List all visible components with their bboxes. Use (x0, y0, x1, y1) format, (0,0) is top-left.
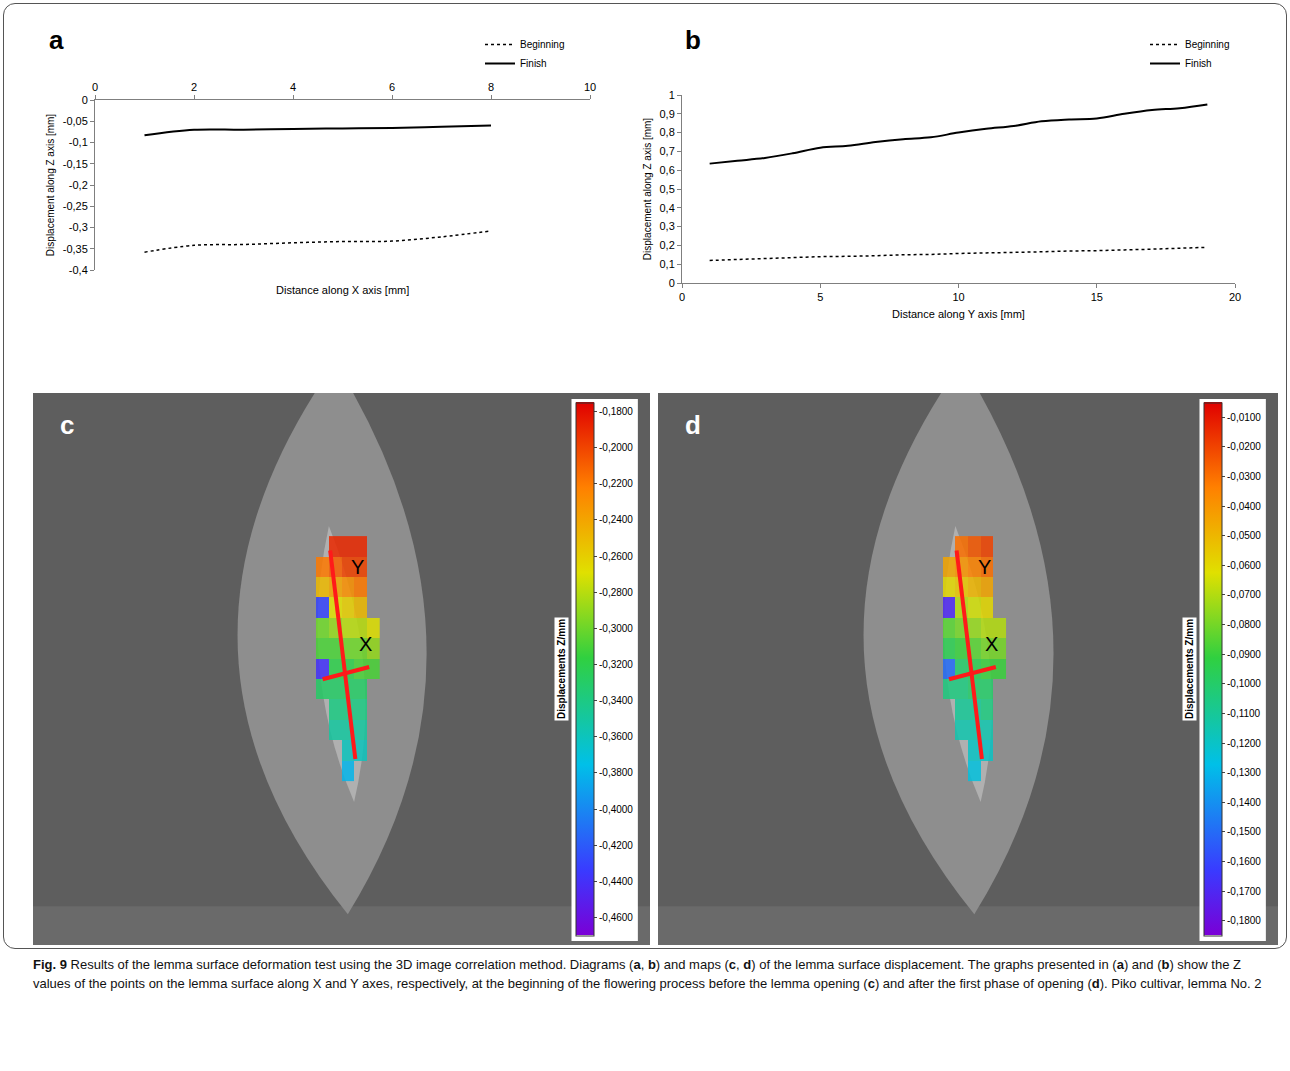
svg-text:-0,4600: -0,4600 (599, 912, 633, 923)
svg-text:-0,4000: -0,4000 (599, 804, 633, 815)
svg-text:-0,05: -0,05 (63, 115, 88, 127)
svg-text:20: 20 (1229, 291, 1241, 303)
svg-text:0,4: 0,4 (660, 202, 675, 214)
svg-text:-0,1000: -0,1000 (1227, 678, 1261, 689)
svg-text:-0,0500: -0,0500 (1227, 530, 1261, 541)
svg-text:0,1: 0,1 (660, 258, 675, 270)
svg-text:-0,1800: -0,1800 (599, 406, 633, 417)
svg-text:-0,1600: -0,1600 (1227, 856, 1261, 867)
svg-text:-0,2800: -0,2800 (599, 587, 633, 598)
svg-text:X: X (359, 633, 372, 655)
svg-text:0,8: 0,8 (660, 126, 675, 138)
svg-text:-0,2: -0,2 (69, 179, 88, 191)
svg-text:-0,0200: -0,0200 (1227, 441, 1261, 452)
svg-text:Beginning: Beginning (520, 39, 564, 50)
svg-text:-0,2000: -0,2000 (599, 442, 633, 453)
svg-text:0,3: 0,3 (660, 220, 675, 232)
svg-text:0: 0 (679, 291, 685, 303)
svg-text:-0,2400: -0,2400 (599, 514, 633, 525)
svg-text:Distance along Y axis [mm]: Distance along Y axis [mm] (892, 308, 1025, 320)
svg-text:-0,3200: -0,3200 (599, 659, 633, 670)
svg-text:c: c (60, 410, 74, 440)
svg-text:-0,0600: -0,0600 (1227, 560, 1261, 571)
svg-text:-0,15: -0,15 (63, 158, 88, 170)
svg-text:-0,0700: -0,0700 (1227, 589, 1261, 600)
svg-text:-0,1300: -0,1300 (1227, 767, 1261, 778)
svg-text:-0,2600: -0,2600 (599, 551, 633, 562)
svg-text:Distance along X axis [mm]: Distance along X axis [mm] (276, 284, 409, 296)
svg-text:Finish: Finish (520, 58, 547, 69)
svg-text:b: b (685, 25, 701, 55)
svg-text:-0,1200: -0,1200 (1227, 738, 1261, 749)
svg-text:-0,4400: -0,4400 (599, 876, 633, 887)
svg-text:d: d (685, 410, 701, 440)
svg-text:-0,3600: -0,3600 (599, 731, 633, 742)
svg-text:Finish: Finish (1185, 58, 1212, 69)
svg-text:0,5: 0,5 (660, 183, 675, 195)
svg-text:a: a (49, 25, 64, 55)
svg-text:-0,3: -0,3 (69, 221, 88, 233)
svg-text:X: X (985, 633, 998, 655)
svg-text:-0,35: -0,35 (63, 243, 88, 255)
svg-text:-0,4200: -0,4200 (599, 840, 633, 851)
svg-text:-0,3000: -0,3000 (599, 623, 633, 634)
svg-text:8: 8 (488, 81, 494, 93)
svg-text:15: 15 (1091, 291, 1103, 303)
svg-text:-0,3800: -0,3800 (599, 767, 633, 778)
svg-text:Y: Y (351, 556, 364, 578)
svg-text:-0,0300: -0,0300 (1227, 471, 1261, 482)
svg-text:-0,3400: -0,3400 (599, 695, 633, 706)
svg-text:0: 0 (82, 94, 88, 106)
svg-text:Displacement along Z axis [mm]: Displacement along Z axis [mm] (45, 114, 56, 256)
svg-text:1: 1 (669, 89, 675, 101)
svg-text:-0,1400: -0,1400 (1227, 797, 1261, 808)
svg-text:-0,2200: -0,2200 (599, 478, 633, 489)
svg-text:0,9: 0,9 (660, 108, 675, 120)
svg-text:Y: Y (978, 556, 991, 578)
svg-text:-0,1700: -0,1700 (1227, 886, 1261, 897)
svg-text:-0,0900: -0,0900 (1227, 649, 1261, 660)
svg-text:2: 2 (191, 81, 197, 93)
html-text:Fig. 9 Results of the lemma su: Fig. 9 Results of the lemma surface defo… (33, 957, 1262, 991)
svg-text:Displacements Z/mm: Displacements Z/mm (1184, 619, 1195, 719)
svg-text:Beginning: Beginning (1185, 39, 1229, 50)
svg-text:Displacement along Z axis [mm]: Displacement along Z axis [mm] (642, 118, 653, 260)
svg-text:-0,25: -0,25 (63, 200, 88, 212)
svg-text:0,2: 0,2 (660, 239, 675, 251)
svg-text:-0,1: -0,1 (69, 136, 88, 148)
svg-text:-0,1500: -0,1500 (1227, 826, 1261, 837)
svg-text:4: 4 (290, 81, 296, 93)
svg-text:-0,4: -0,4 (69, 264, 88, 276)
svg-text:6: 6 (389, 81, 395, 93)
svg-text:0,6: 0,6 (660, 164, 675, 176)
svg-text:-0,0100: -0,0100 (1227, 412, 1261, 423)
svg-text:-0,0800: -0,0800 (1227, 619, 1261, 630)
svg-text:5: 5 (817, 291, 823, 303)
svg-text:Displacements Z/mm: Displacements Z/mm (556, 619, 567, 719)
svg-text:-0,1100: -0,1100 (1227, 708, 1261, 719)
svg-text:0: 0 (669, 277, 675, 289)
svg-text:0: 0 (92, 81, 98, 93)
svg-text:10: 10 (952, 291, 964, 303)
svg-text:-0,0400: -0,0400 (1227, 501, 1261, 512)
svg-text:-0,1800: -0,1800 (1227, 915, 1261, 926)
svg-text:0,7: 0,7 (660, 145, 675, 157)
svg-text:10: 10 (584, 81, 596, 93)
